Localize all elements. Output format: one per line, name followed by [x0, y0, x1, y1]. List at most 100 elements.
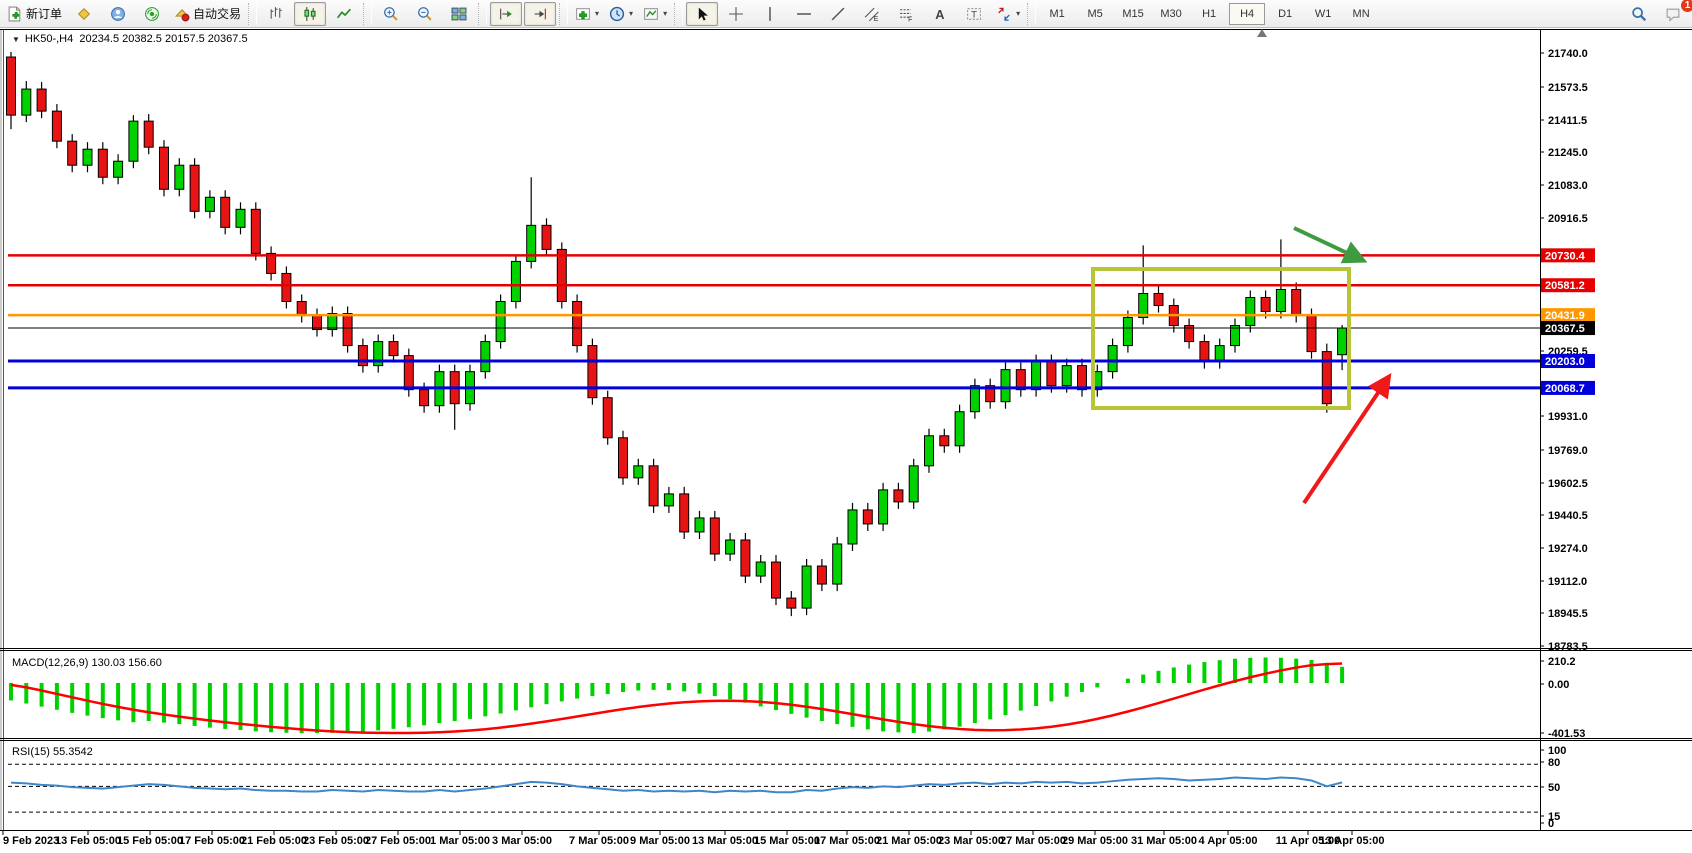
time-tick-label: 31 Mar 05:00 — [1131, 835, 1197, 847]
chart-symbol-period: HK50-,H4 — [24, 33, 74, 45]
panel-splitter[interactable] — [0, 738, 1692, 741]
candle-bearish — [1291, 288, 1302, 317]
candle-bearish — [985, 385, 996, 403]
text-label-button[interactable]: T — [958, 2, 990, 26]
periods-button[interactable]: ▾ — [605, 2, 637, 26]
level-price-label: 20581.2 — [1545, 280, 1585, 292]
timeframe-h1-button[interactable]: H1 — [1202, 7, 1217, 20]
cursor-button[interactable] — [686, 1, 719, 26]
candle-bearish — [6, 56, 16, 116]
candle-bullish — [1138, 292, 1149, 319]
candle-bearish — [679, 493, 690, 533]
red-up-arrow[interactable] — [1302, 373, 1392, 505]
candle-bearish — [220, 196, 231, 228]
arrows-icon — [996, 6, 1012, 22]
search-icon — [1631, 6, 1647, 22]
chart-window[interactable]: 21740.0 21573.5 21411.5 21245.0 21083.0 20916… — [0, 28, 1692, 853]
candle-bullish — [1230, 325, 1240, 347]
candle-bullish — [204, 196, 215, 212]
level-price-tag — [1541, 248, 1595, 263]
timeframe-h4-button[interactable]: H4 — [1229, 2, 1266, 25]
time-tick-label: 27 Feb 05:00 — [365, 835, 431, 847]
candle-bullish — [1107, 345, 1118, 373]
chevron-down-icon[interactable]: ▾ — [595, 9, 600, 18]
arrows-button[interactable]: ▾ — [992, 2, 1024, 26]
consolidation-box[interactable] — [1091, 267, 1351, 410]
templates-button[interactable]: ▾ — [639, 2, 671, 26]
price-axis[interactable]: 21740.0 21573.5 21411.5 21245.0 21083.0 20916… — [1540, 48, 1588, 653]
candle-bullish — [327, 313, 338, 331]
crosshair-button[interactable] — [720, 2, 752, 26]
time-tick-label: 17 Feb 05:00 — [179, 835, 245, 847]
indicators-button[interactable]: ▾ — [571, 2, 603, 26]
timeframe-group: M1 M5 M15 M30 H1 H4 D1 W1 MN — [1038, 1, 1380, 27]
zoom-in-button[interactable] — [375, 2, 407, 26]
timeframe-m1-button[interactable]: M1 — [1049, 7, 1065, 20]
horizontal-line-button[interactable] — [788, 2, 820, 26]
styles-button[interactable] — [68, 2, 100, 26]
timeframe-w1-button[interactable]: W1 — [1314, 7, 1332, 20]
profiles-button[interactable] — [102, 2, 134, 26]
search-button[interactable] — [1623, 2, 1655, 26]
candle-bullish — [526, 224, 537, 262]
candle-bullish — [725, 539, 736, 555]
chart-title: ▼ HK50-,H4 20234.5 20382.5 20157.5 20367.… — [12, 33, 248, 45]
chevron-down-icon[interactable]: ▾ — [1016, 9, 1021, 18]
candle-bearish — [572, 300, 583, 347]
line-chart-button[interactable] — [328, 2, 360, 26]
price-tick-label: 19440.5 — [1548, 510, 1588, 522]
candle-bullish — [21, 88, 32, 116]
time-tick-label: 9 Feb 2023 — [3, 835, 59, 847]
macd-panel — [9, 657, 1345, 735]
vertical-line-button[interactable] — [754, 2, 786, 26]
candlestick-chart-button[interactable] — [294, 1, 327, 26]
auto-scroll-button[interactable] — [490, 1, 523, 26]
new-order-button[interactable]: 新订单 — [3, 2, 66, 26]
chevron-down-icon[interactable]: ▾ — [663, 9, 668, 18]
macd-signal-line — [10, 662, 1343, 735]
rsi-tick-label: 100 — [1548, 745, 1566, 757]
toolbar-group-objects: E F A T ▾ — [685, 1, 1025, 27]
trendline-button[interactable] — [822, 2, 854, 26]
candle-bullish — [1214, 345, 1225, 363]
candle-bearish — [36, 88, 47, 112]
panel-splitter[interactable] — [0, 648, 1692, 651]
macd-indicator-label: MACD(12,26,9) 130.03 156.60 — [12, 657, 162, 669]
timeframe-mn-button[interactable]: MN — [1352, 7, 1370, 20]
price-chart[interactable]: 21740.0 21573.5 21411.5 21245.0 21083.0 20916… — [0, 28, 1692, 853]
candle-bullish — [1031, 361, 1042, 391]
candle-bullish — [954, 411, 965, 447]
time-tick-label: 23 Feb 05:00 — [303, 835, 369, 847]
candle-bearish — [648, 465, 659, 507]
timeframe-m15-button[interactable]: M15 — [1122, 7, 1144, 20]
macd-axis[interactable]: 210.2 0.00 -401.53 — [1540, 656, 1585, 740]
bar-chart-button[interactable] — [260, 2, 292, 26]
tile-windows-button[interactable] — [443, 2, 475, 26]
candle-bearish — [1306, 315, 1317, 353]
autotrade-button[interactable]: 自动交易 — [170, 2, 245, 26]
candle-bullish — [1337, 327, 1348, 356]
signals-button[interactable] — [136, 2, 168, 26]
chevron-down-icon[interactable]: ▼ — [12, 35, 20, 44]
zoom-out-button[interactable] — [409, 2, 441, 26]
level-price-tag — [1541, 321, 1595, 336]
candle-bullish — [235, 208, 246, 228]
chat-button[interactable]: 1 — [1657, 0, 1692, 26]
toolbar-group-scroll — [489, 1, 557, 27]
timeframe-m30-button[interactable]: M30 — [1160, 7, 1182, 20]
candle-bearish — [1046, 361, 1057, 387]
timeframe-d1-button[interactable]: D1 — [1278, 7, 1293, 20]
chart-shift-marker[interactable] — [1257, 29, 1267, 37]
chevron-down-icon[interactable]: ▾ — [629, 9, 634, 18]
timeframe-m5-button[interactable]: M5 — [1087, 7, 1103, 20]
equidistant-channel-button[interactable]: E — [856, 2, 888, 26]
fibonacci-button[interactable]: F — [890, 2, 922, 26]
chart-shift-button[interactable] — [524, 1, 557, 26]
green-down-arrow[interactable] — [1293, 226, 1368, 264]
price-tick-label: 19769.0 — [1548, 445, 1588, 457]
toolbar-group-chart-types — [259, 1, 361, 27]
text-button[interactable]: A — [924, 2, 956, 26]
